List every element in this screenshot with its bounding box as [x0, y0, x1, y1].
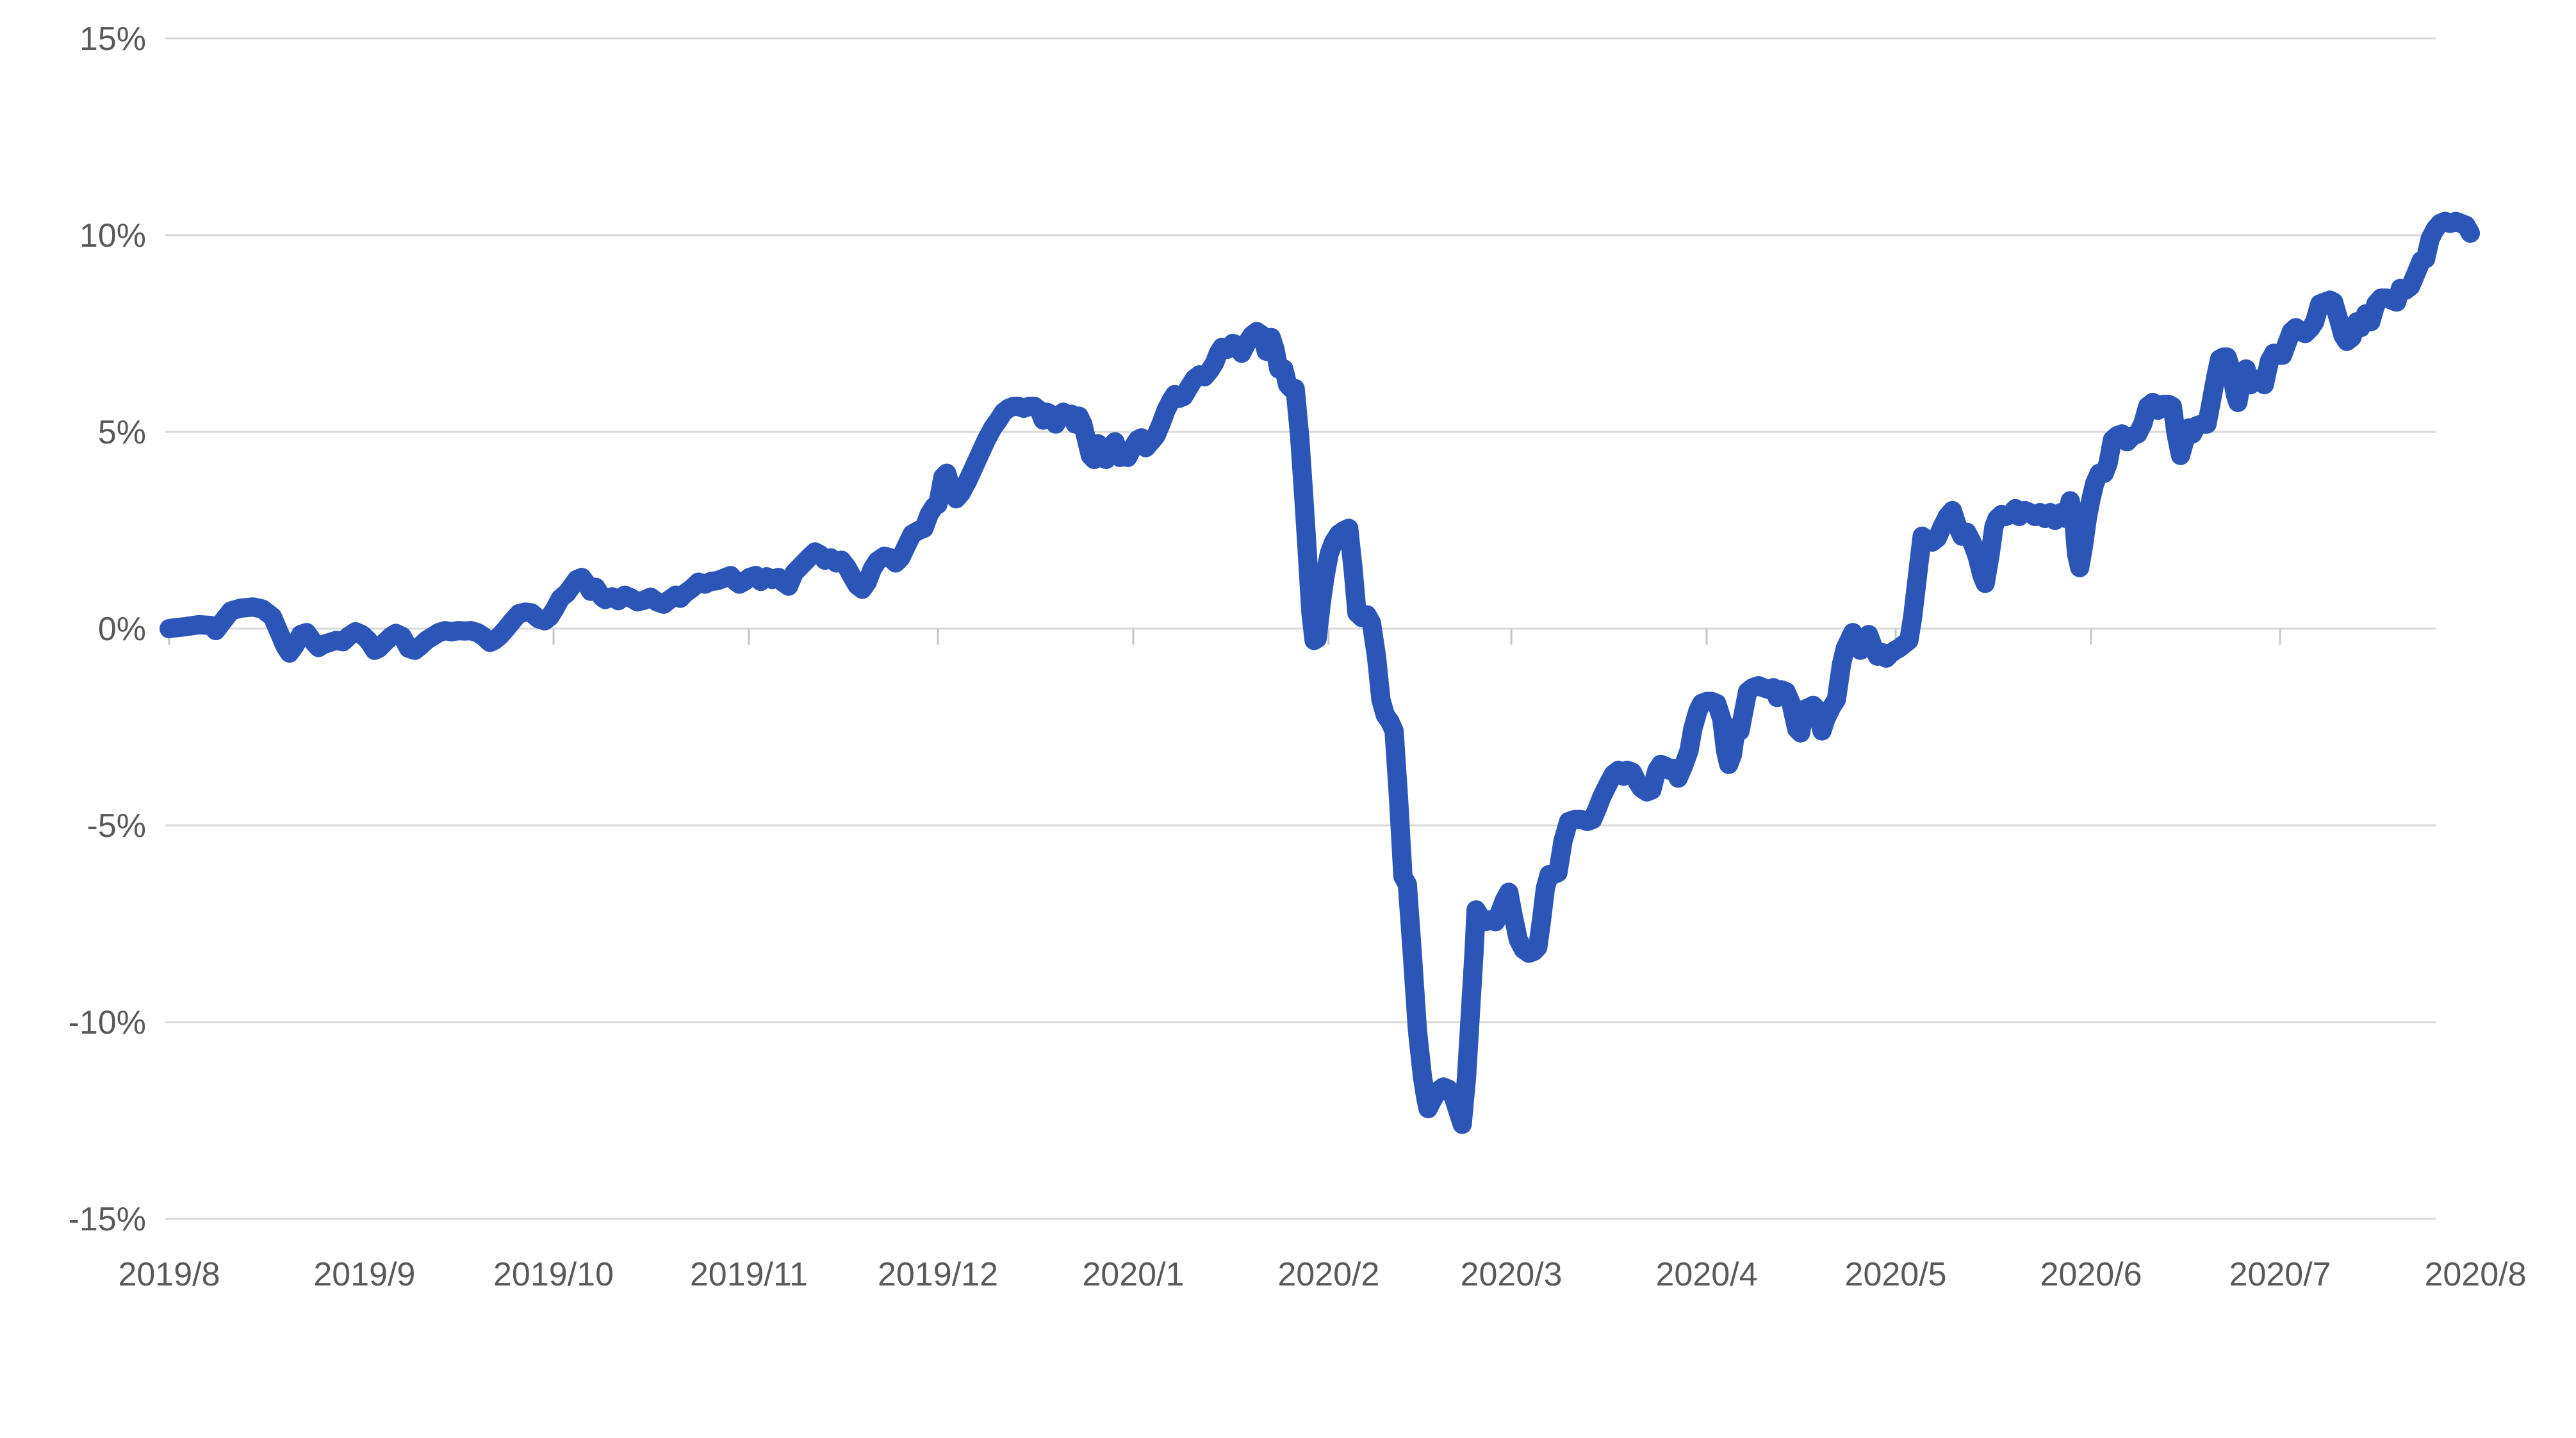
y-axis-label: -10%: [69, 1004, 146, 1041]
x-axis-label: 2020/6: [2040, 1256, 2142, 1293]
y-axis-label: 10%: [79, 217, 146, 254]
x-axis-label: 2019/10: [493, 1256, 614, 1293]
x-axis-label: 2020/7: [2229, 1256, 2331, 1293]
x-axis-label: 2020/8: [2424, 1256, 2526, 1293]
x-axis-label: 2020/3: [1461, 1256, 1563, 1293]
x-axis-labels: 2019/8 2019/9 2019/10 2019/11 2019/12 2020/1 2…: [118, 1256, 2526, 1293]
y-axis-label: -5%: [87, 807, 146, 845]
x-axis-label: 2019/8: [118, 1256, 220, 1293]
series-group: [160, 211, 2481, 1134]
y-axis-labels: 15% 10% 5% 0% -5% -10% -15%: [69, 21, 146, 1238]
cumulative-return-line: [160, 211, 2481, 1134]
y-axis-label: 0%: [98, 611, 146, 648]
x-axis-label: 2020/5: [1845, 1256, 1947, 1293]
y-axis-label: 15%: [79, 21, 146, 58]
x-axis-label: 2019/12: [878, 1256, 998, 1293]
x-axis-label: 2019/9: [313, 1256, 415, 1293]
x-axis-label: 2020/2: [1277, 1256, 1379, 1293]
y-axis-label: 5%: [98, 414, 146, 451]
x-axis-label: 2020/1: [1082, 1256, 1184, 1293]
y-axis-label: -15%: [69, 1201, 146, 1238]
x-axis-label: 2020/4: [1655, 1256, 1757, 1293]
x-axis-label: 2019/11: [690, 1256, 808, 1293]
month-tick-marks: [168, 629, 2281, 645]
